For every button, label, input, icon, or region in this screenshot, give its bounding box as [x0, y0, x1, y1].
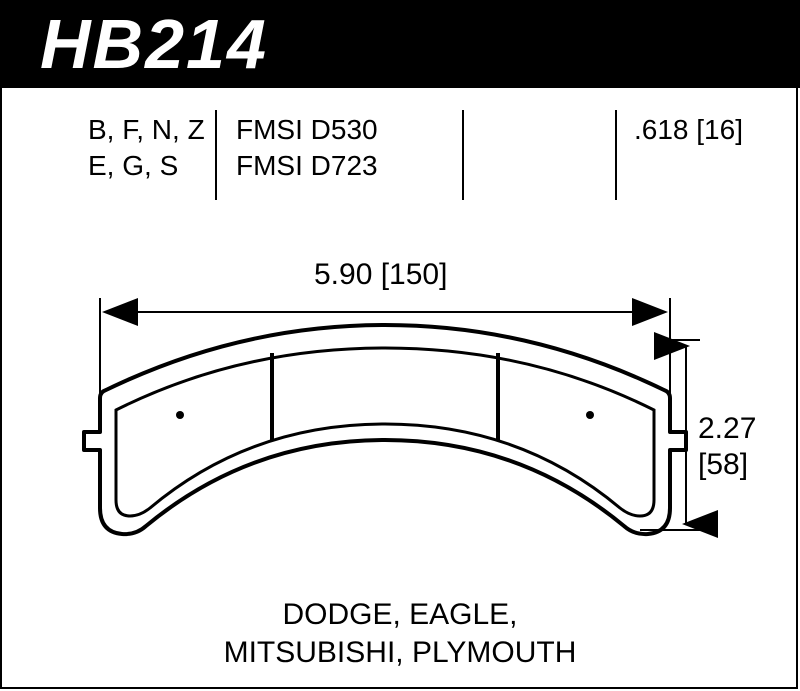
- rivet-right: [586, 411, 594, 419]
- rivet-left: [176, 411, 184, 419]
- spec-sheet: HB214 B, F, N, Z E, G, S FMSI D530 FMSI …: [0, 0, 800, 691]
- technical-drawing: [0, 0, 800, 691]
- vehicle-brands-line1: DODGE, EAGLE,: [0, 598, 800, 632]
- pad-outline: [84, 325, 686, 534]
- vehicle-brands-line2: MITSUBISHI, PLYMOUTH: [0, 636, 800, 670]
